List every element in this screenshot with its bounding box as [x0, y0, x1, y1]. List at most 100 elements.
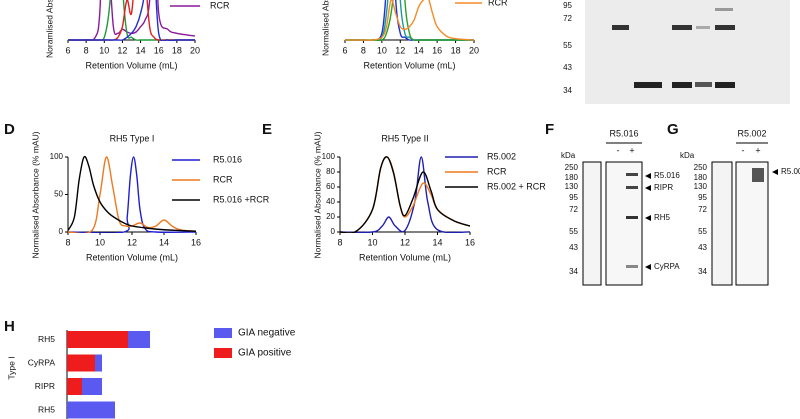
gel-header: R5.002	[737, 128, 766, 138]
x-tick-label: 14	[136, 45, 146, 55]
line	[340, 156, 470, 233]
gel-tick-label: 250	[694, 163, 708, 172]
line	[68, 156, 196, 233]
legend-label: GIA positive	[238, 348, 292, 359]
gel-tick-label: 130	[694, 182, 708, 191]
legend-swatch	[214, 328, 232, 338]
plot-area	[340, 156, 470, 233]
x-axis-label: Retention Volume (mL)	[86, 252, 178, 262]
y-tick-label: 50	[54, 190, 63, 199]
x-tick-label: 8	[337, 237, 342, 247]
legend-label: R5.002 + RCR	[487, 181, 546, 191]
x-tick-label: 12	[395, 45, 405, 55]
y-tick-label: 100	[322, 152, 336, 161]
line	[345, 0, 474, 41]
y-axis-label: Normalised Absorbance	[320, 0, 330, 56]
line	[68, 0, 195, 41]
gel-tick-label: 55	[569, 227, 578, 236]
x-tick-label: 12	[117, 45, 127, 55]
panel-label: G	[667, 121, 679, 138]
legend-label: R5.002	[487, 151, 516, 161]
legend-label: RCR	[488, 0, 508, 7]
x-tick-label: 10	[377, 45, 387, 55]
x-tick-label: 16	[465, 237, 475, 247]
x-tick-label: 16	[191, 237, 201, 247]
panel-label: D	[4, 121, 15, 138]
gel-tick-label: 130	[565, 182, 579, 191]
arrow	[645, 215, 651, 221]
gel-unit: kDa	[561, 151, 576, 160]
legend-label: R5.016	[213, 154, 242, 164]
plot-area	[68, 155, 196, 233]
y-axis-label: Noramlised Absorbance	[44, 0, 54, 58]
x-tick-label: 6	[342, 45, 347, 55]
gel-tick-label: 43	[698, 243, 707, 252]
gel-tick-label: 95	[698, 193, 707, 202]
gel-tick-label: 95	[569, 193, 578, 202]
y-tick-label: 60	[326, 182, 335, 191]
line	[68, 155, 196, 232]
band-label: R5.002	[781, 167, 800, 176]
plot-area	[345, 0, 474, 41]
chart-title: RH5 Type I	[110, 133, 155, 143]
x-tick-label: 10	[95, 237, 105, 247]
band-label: RIPR	[654, 183, 673, 192]
x-tick-label: 8	[65, 237, 70, 247]
y-tick-label: 100	[50, 152, 64, 161]
x-tick-label: 20	[469, 45, 479, 55]
gel-tick-label: 43	[569, 243, 578, 252]
bar-segment	[95, 354, 102, 372]
gel-tick-label: 34	[569, 267, 578, 276]
arrow	[645, 173, 651, 179]
band-label: RH5	[654, 213, 671, 222]
bar-segment	[67, 354, 95, 372]
x-axis-label: Retention Volume (mL)	[85, 60, 177, 70]
x-tick-label: 8	[84, 45, 89, 55]
gel-tick-label: 180	[694, 173, 708, 182]
bar-segment	[67, 331, 128, 348]
y-tick-label: CyRPA	[28, 357, 56, 367]
gel-tick-label: 55	[563, 41, 572, 50]
line	[345, 0, 474, 41]
gel-tick-label: 72	[698, 205, 707, 214]
x-tick-label: 14	[159, 237, 169, 247]
x-tick-label: 20	[190, 45, 200, 55]
x-axis-label: Retention Volume (mL)	[363, 60, 455, 70]
line	[340, 156, 470, 233]
gel-tick-label: 34	[563, 86, 572, 95]
bar-segment	[67, 401, 115, 419]
line	[68, 156, 196, 233]
bar-segment	[128, 331, 150, 348]
x-axis-label: Retention Volume (mL)	[359, 252, 451, 262]
chart-title: RH5 Type II	[381, 133, 428, 143]
x-tick-label: 16	[154, 45, 164, 55]
arrow	[772, 169, 778, 175]
panel-label: H	[4, 318, 15, 335]
gel-tick-label: 180	[565, 173, 579, 182]
plot-area	[68, 0, 195, 41]
lane-label: +	[755, 145, 760, 155]
legend-label: RCR	[213, 174, 233, 184]
gel-header: R5.016	[609, 128, 638, 138]
panel-label: E	[262, 121, 272, 138]
gel-unit: kDa	[680, 151, 695, 160]
lane-label: -	[617, 145, 620, 155]
gel-tick-label: 72	[563, 14, 572, 23]
y-axis-label: Normalised Absorbance (% mAU)	[312, 131, 322, 258]
line	[68, 0, 195, 41]
x-tick-label: 14	[432, 237, 442, 247]
y-tick-label: RIPR	[35, 381, 55, 391]
legend-label: RCR	[210, 0, 230, 10]
y-tick-label: 0	[59, 227, 64, 236]
gel-tick-label: 34	[698, 267, 707, 276]
band-label: CyRPA	[654, 262, 680, 271]
gel-g	[711, 142, 769, 286]
x-tick-label: 12	[127, 237, 137, 247]
y-tick-label: 20	[326, 212, 335, 221]
x-tick-label: 6	[65, 45, 70, 55]
x-tick-label: 10	[99, 45, 109, 55]
gel-tick-label: 55	[698, 227, 707, 236]
legend-label: GIA negative	[238, 328, 296, 339]
gel-tick-label: 95	[563, 1, 572, 10]
